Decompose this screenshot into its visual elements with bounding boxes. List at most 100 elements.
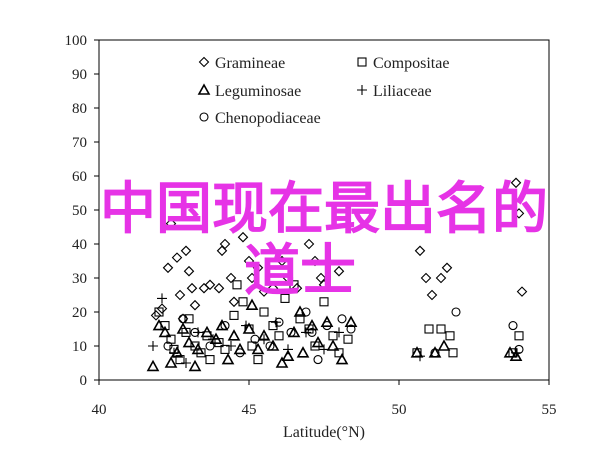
point-gramineae bbox=[228, 296, 240, 308]
point-leguminosae bbox=[281, 349, 295, 362]
point-compositae bbox=[514, 331, 524, 341]
point-gramineae bbox=[282, 272, 294, 284]
point-liliaceae bbox=[259, 334, 269, 345]
legend-marker-liliaceae bbox=[357, 85, 367, 95]
point-compositae bbox=[229, 310, 239, 320]
point-chenopodiaceae bbox=[220, 321, 230, 331]
point-gramineae bbox=[513, 208, 525, 219]
point-liliaceae bbox=[157, 293, 167, 304]
point-leguminosae bbox=[335, 352, 349, 365]
point-gramineae bbox=[183, 265, 195, 277]
y-tick-label: 50 bbox=[72, 203, 87, 219]
point-leguminosae bbox=[215, 318, 229, 331]
point-leguminosae bbox=[146, 359, 160, 372]
point-compositae bbox=[436, 324, 446, 334]
point-gramineae bbox=[318, 279, 330, 291]
point-chenopodiaceae bbox=[337, 314, 347, 324]
legend-label-compositae: Compositae bbox=[373, 55, 449, 72]
point-liliaceae bbox=[181, 358, 191, 368]
point-gramineae bbox=[186, 282, 198, 294]
point-liliaceae bbox=[226, 341, 236, 351]
point-chenopodiaceae bbox=[250, 334, 260, 344]
point-liliaceae bbox=[283, 344, 293, 355]
point-gramineae bbox=[333, 265, 345, 277]
point-chenopodiaceae bbox=[322, 321, 332, 331]
legend-marker-gramineae bbox=[198, 56, 210, 68]
point-leguminosae bbox=[176, 322, 190, 334]
y-tick-label: 0 bbox=[80, 373, 88, 389]
point-gramineae bbox=[258, 286, 270, 297]
point-gramineae bbox=[204, 279, 216, 291]
point-gramineae bbox=[303, 238, 315, 250]
point-leguminosae bbox=[311, 335, 325, 348]
point-liliaceae bbox=[169, 347, 179, 358]
point-chenopodiaceae bbox=[451, 307, 461, 317]
point-gramineae bbox=[414, 245, 426, 257]
point-liliaceae bbox=[301, 327, 311, 338]
point-compositae bbox=[220, 344, 230, 354]
point-leguminosae bbox=[320, 315, 334, 328]
point-leguminosae bbox=[266, 339, 280, 351]
legend-label-liliaceae: Liliaceae bbox=[373, 83, 432, 100]
x-axis-title: Latitude(°N) bbox=[283, 424, 365, 441]
series-chenopodiaceae bbox=[163, 307, 524, 365]
legend: Gramineae Compositae Leguminosae Liliaceae C… bbox=[197, 55, 449, 127]
point-compositae bbox=[175, 355, 185, 365]
point-gramineae bbox=[420, 272, 432, 284]
y-tick-label: 70 bbox=[72, 135, 87, 151]
point-gramineae bbox=[516, 286, 528, 297]
point-compositae bbox=[319, 297, 329, 307]
point-compositae bbox=[289, 280, 299, 290]
point-gramineae bbox=[171, 252, 183, 263]
overlay-line-2: 道士 bbox=[244, 239, 356, 304]
point-gramineae bbox=[156, 303, 168, 314]
y-tick-label: 100 bbox=[65, 33, 88, 49]
y-tick-label: 20 bbox=[72, 305, 87, 321]
point-compositae bbox=[253, 355, 263, 365]
point-leguminosae bbox=[437, 339, 451, 351]
point-gramineae bbox=[309, 255, 321, 267]
y-tick-label: 60 bbox=[72, 169, 87, 185]
point-gramineae bbox=[252, 262, 264, 274]
point-leguminosae bbox=[164, 356, 178, 368]
point-chenopodiaceae bbox=[178, 314, 188, 324]
point-compositae bbox=[205, 355, 215, 365]
x-tick-label: 40 bbox=[92, 402, 107, 418]
point-compositae bbox=[232, 280, 242, 290]
data-points bbox=[146, 177, 528, 372]
point-liliaceae bbox=[334, 327, 344, 338]
y-tick-label: 80 bbox=[72, 101, 87, 117]
point-gramineae bbox=[426, 289, 438, 301]
y-axis: 0 10 20 30 40 50 60 70 80 90 100 bbox=[65, 33, 99, 389]
point-gramineae bbox=[174, 289, 186, 301]
point-gramineae bbox=[510, 177, 522, 189]
point-leguminosae bbox=[233, 342, 247, 355]
y-tick-label: 40 bbox=[72, 237, 87, 253]
point-compositae bbox=[259, 307, 269, 317]
point-chenopodiaceae bbox=[307, 327, 317, 337]
point-gramineae bbox=[189, 299, 201, 311]
point-chenopodiaceae bbox=[205, 341, 215, 351]
point-chenopodiaceae bbox=[235, 348, 245, 358]
point-compositae bbox=[154, 307, 164, 317]
point-gramineae bbox=[237, 231, 249, 243]
point-gramineae bbox=[225, 272, 237, 284]
point-compositae bbox=[238, 297, 248, 307]
point-leguminosae bbox=[275, 356, 289, 368]
x-tick-label: 45 bbox=[242, 402, 257, 418]
point-compositae bbox=[343, 334, 353, 344]
point-compositae bbox=[280, 293, 290, 303]
point-gramineae bbox=[180, 245, 192, 257]
point-chenopodiaceae bbox=[286, 327, 296, 337]
overlay-line-1: 中国现在最出名的 bbox=[100, 177, 548, 242]
point-leguminosae bbox=[251, 342, 265, 355]
point-compositae bbox=[334, 348, 344, 358]
y-tick-label: 30 bbox=[72, 271, 87, 287]
point-chenopodiaceae bbox=[430, 348, 440, 358]
point-gramineae bbox=[162, 262, 174, 274]
legend-marker-leguminosae bbox=[197, 83, 211, 95]
point-compositae bbox=[274, 331, 284, 341]
point-gramineae bbox=[246, 272, 258, 284]
point-chenopodiaceae bbox=[514, 344, 524, 354]
